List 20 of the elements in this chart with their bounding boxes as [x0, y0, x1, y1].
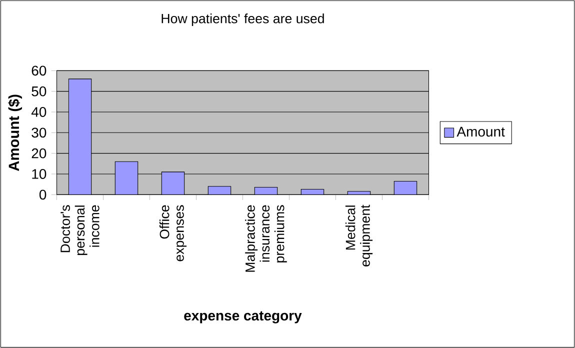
y-tick-label: 60: [32, 66, 46, 76]
x-tick-label: Medical equipment: [345, 204, 373, 266]
x-tick-label: Malpractice insurance premiums: [245, 205, 287, 272]
x-tick-label: Office expenses: [159, 205, 187, 262]
bar: [394, 180, 418, 195]
legend-label: Amount: [456, 126, 505, 137]
x-axis-title: expense category: [184, 311, 302, 324]
bar: [208, 186, 232, 195]
y-tick-label: 50: [32, 86, 46, 96]
y-tick-label: 20: [32, 148, 46, 158]
y-tick-label: 30: [32, 128, 46, 138]
bar: [254, 186, 278, 195]
bar: [347, 191, 371, 195]
y-tick-label: 10: [32, 169, 46, 179]
chart-title: How patients' fees are used: [162, 14, 324, 26]
y-tick-label: 0: [39, 190, 46, 200]
x-tick-label: Doctor's personal income: [60, 205, 100, 255]
y-tick-label: 40: [31, 107, 46, 117]
y-axis-title: Amount ($): [8, 94, 22, 171]
bar: [300, 189, 324, 195]
